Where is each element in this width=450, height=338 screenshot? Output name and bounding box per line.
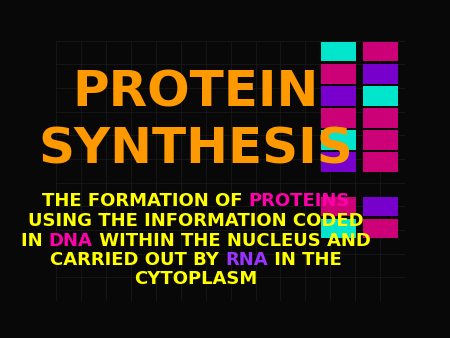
Bar <box>321 197 356 216</box>
Text: PROTEIN: PROTEIN <box>72 69 319 117</box>
Bar <box>321 108 356 128</box>
Bar <box>363 152 398 172</box>
Bar <box>363 108 398 128</box>
Text: THE FORMATION OF: THE FORMATION OF <box>42 192 248 210</box>
Bar <box>363 64 398 83</box>
Text: PROTEINS: PROTEINS <box>248 192 350 210</box>
Text: IN: IN <box>21 232 49 250</box>
Bar <box>321 42 356 62</box>
Text: RNA: RNA <box>225 251 268 269</box>
Bar <box>363 219 398 238</box>
Text: SYNTHESIS: SYNTHESIS <box>38 126 353 174</box>
Bar <box>321 219 356 238</box>
Bar <box>363 197 398 216</box>
Text: IN THE: IN THE <box>268 251 342 269</box>
Text: USING THE INFORMATION CODED: USING THE INFORMATION CODED <box>28 213 364 231</box>
Text: CARRIED OUT BY: CARRIED OUT BY <box>50 251 225 269</box>
Bar <box>321 64 356 83</box>
Bar <box>321 86 356 105</box>
Bar <box>321 130 356 150</box>
Bar <box>363 86 398 105</box>
Text: DNA: DNA <box>49 232 93 250</box>
Text: WITHIN THE NUCLEUS AND: WITHIN THE NUCLEUS AND <box>93 232 370 250</box>
Text: CYTOPLASM: CYTOPLASM <box>134 270 257 288</box>
Bar <box>363 130 398 150</box>
Bar <box>321 152 356 172</box>
Bar <box>363 42 398 62</box>
